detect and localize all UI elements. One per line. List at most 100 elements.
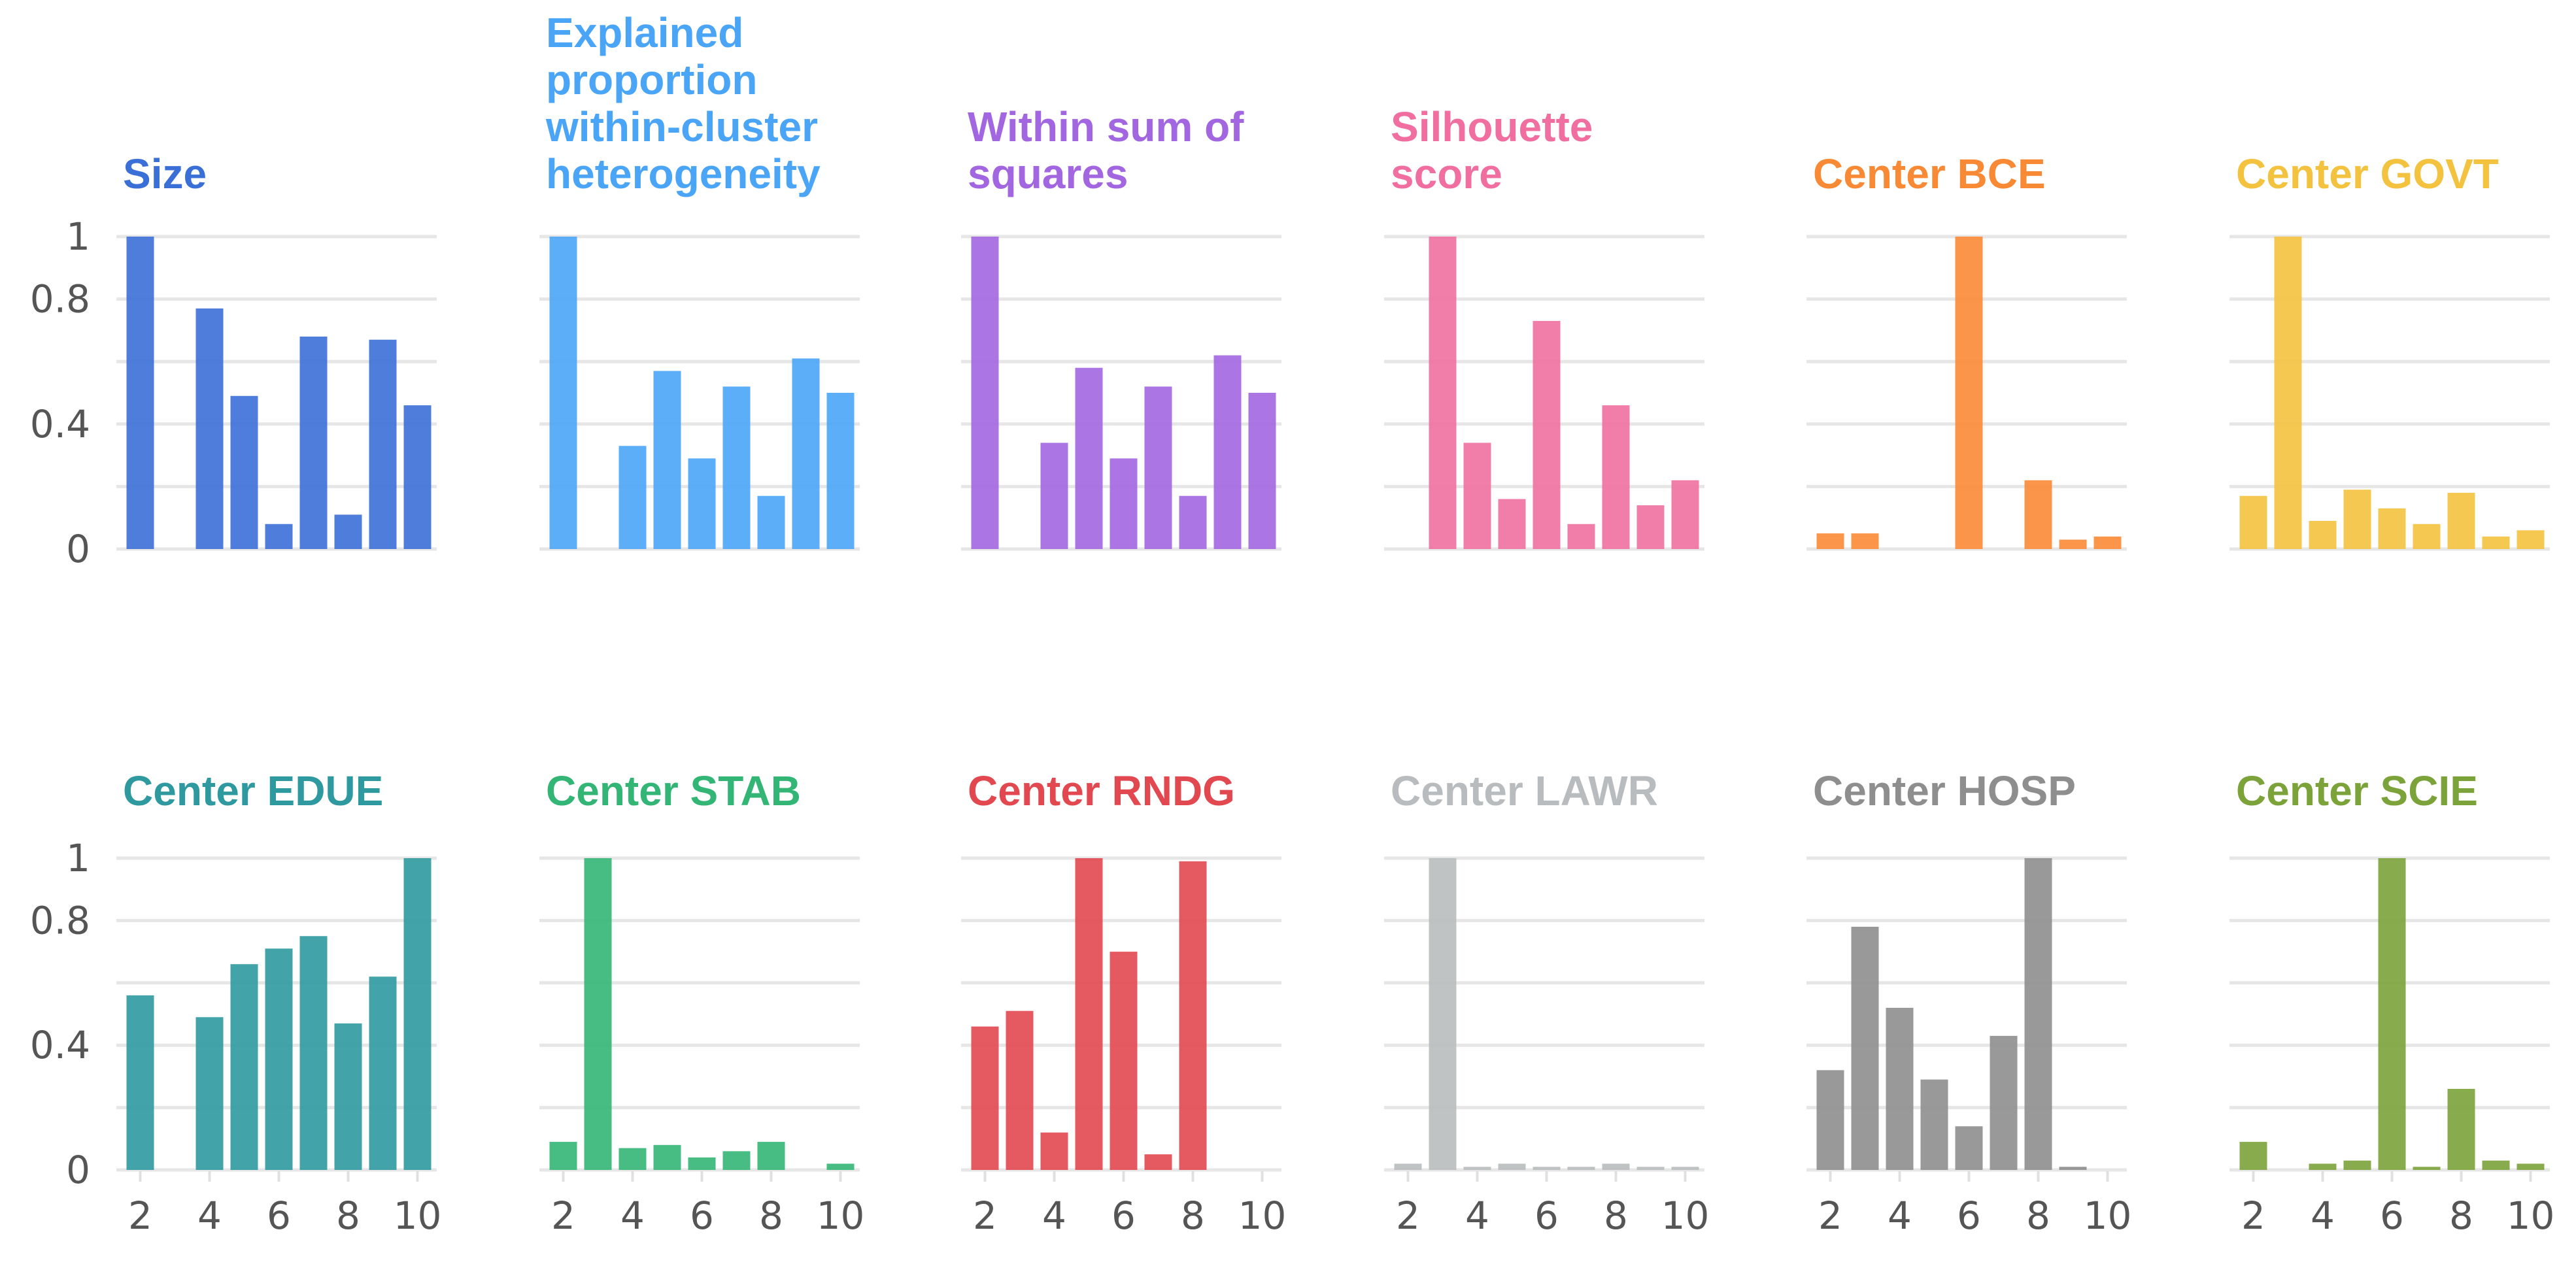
bar xyxy=(688,1157,716,1170)
chart-title: Size xyxy=(123,150,207,197)
bar xyxy=(1213,355,1242,549)
x-tick-label: 8 xyxy=(1604,1193,1628,1238)
y-tick-label: 0.4 xyxy=(30,1023,90,1067)
x-tick-label: 10 xyxy=(817,1193,865,1238)
bar xyxy=(1040,1132,1068,1170)
bar xyxy=(126,995,154,1170)
y-tick-label: 1 xyxy=(66,214,90,259)
x-tick-label: 2 xyxy=(128,1193,152,1238)
chart-title: Center SCIE xyxy=(2236,767,2478,814)
bar xyxy=(1636,505,1665,549)
bar xyxy=(2239,1142,2267,1170)
y-tick-label: 0.4 xyxy=(30,402,90,446)
bar xyxy=(971,1026,999,1170)
x-tick-label: 6 xyxy=(1111,1193,1136,1238)
bar xyxy=(549,1142,577,1170)
bar xyxy=(2482,536,2510,549)
chart-panel: Center GOVT xyxy=(2229,150,2550,551)
bar xyxy=(2378,508,2406,549)
chart-title: Center LAWR xyxy=(1391,767,1658,814)
bar xyxy=(653,371,681,549)
chart-title-line: Center STAB xyxy=(546,767,801,814)
x-tick-label: 8 xyxy=(759,1193,783,1238)
bar xyxy=(2024,480,2052,549)
bar xyxy=(1602,405,1630,549)
chart-panel: Within sum of squares xyxy=(961,103,1281,551)
chart-title-line: Center SCIE xyxy=(2236,767,2478,814)
bar xyxy=(1816,533,1844,549)
chart-panel: Center LAWR 2 4 6 8 10 xyxy=(1384,767,1709,1238)
bar xyxy=(1602,1163,1630,1170)
bar xyxy=(403,405,432,549)
bar xyxy=(1075,367,1103,549)
bar xyxy=(1110,458,1138,549)
bar xyxy=(2517,1163,2545,1170)
x-tick-label: 6 xyxy=(267,1193,291,1238)
chart-title-line: Center HOSP xyxy=(1813,767,2076,814)
x-tick-label: 10 xyxy=(2084,1193,2132,1238)
y-tick-label: 0 xyxy=(66,527,90,571)
x-tick-label: 2 xyxy=(1818,1193,1842,1238)
bar xyxy=(1671,1167,1699,1170)
bar xyxy=(1248,393,1276,549)
chart-title-line: Size xyxy=(123,150,207,197)
x-tick-label: 8 xyxy=(1181,1193,1205,1238)
x-tick-label: 8 xyxy=(2026,1193,2050,1238)
x-tick-label: 2 xyxy=(973,1193,997,1238)
chart-title-line: Silhouette xyxy=(1391,103,1593,150)
bar xyxy=(334,1023,362,1170)
x-tick-label: 10 xyxy=(394,1193,442,1238)
x-tick-label: 2 xyxy=(2241,1193,2265,1238)
bar xyxy=(1990,1035,2018,1170)
bar xyxy=(1498,1163,1526,1170)
bar xyxy=(1463,442,1491,549)
bar xyxy=(126,237,154,549)
bar xyxy=(1110,952,1138,1170)
bar xyxy=(688,458,716,549)
bar xyxy=(653,1144,681,1170)
x-tick-label: 4 xyxy=(197,1193,222,1238)
bar xyxy=(265,524,293,549)
x-tick-label: 2 xyxy=(1396,1193,1420,1238)
bar xyxy=(1955,1126,1983,1170)
bar xyxy=(584,858,612,1170)
bar xyxy=(299,936,328,1170)
chart-title-line: Center RNDG xyxy=(968,767,1235,814)
bar xyxy=(299,336,328,549)
chart-title-line: within-cluster xyxy=(545,103,818,150)
bar xyxy=(2059,539,2087,549)
bar xyxy=(2024,858,2052,1170)
bar xyxy=(619,1148,647,1170)
chart-panel: Center BCE xyxy=(1806,150,2127,551)
bar xyxy=(1955,237,1983,549)
chart-title-line: Center GOVT xyxy=(2236,150,2499,197)
x-tick-label: 10 xyxy=(1238,1193,1287,1238)
bar xyxy=(2413,1167,2441,1170)
bar xyxy=(1533,321,1561,549)
chart-title: Within sum of squares xyxy=(968,103,1244,197)
bar xyxy=(1144,1154,1172,1170)
y-tick-label: 0.8 xyxy=(30,898,90,942)
chart-title-line: Center EDUE xyxy=(123,767,383,814)
bar xyxy=(265,948,293,1170)
bar xyxy=(549,237,577,549)
bar xyxy=(2413,524,2441,549)
bar xyxy=(230,964,258,1170)
bar xyxy=(2447,1088,2475,1170)
x-tick-label: 4 xyxy=(1465,1193,1489,1238)
x-tick-label: 4 xyxy=(620,1193,645,1238)
bar xyxy=(2517,530,2545,549)
chart-panel: Center RNDG 2 4 6 8 10 xyxy=(961,767,1286,1238)
bar xyxy=(2059,1167,2087,1170)
bar xyxy=(757,495,785,549)
bar xyxy=(1816,1070,1844,1170)
bar xyxy=(369,339,397,549)
bar xyxy=(722,386,751,549)
bar xyxy=(195,1017,224,1170)
chart-panel: Center EDUE 0 0.4 0.8 1 2 4 6 8 10 xyxy=(30,767,442,1238)
y-tick-label: 0 xyxy=(66,1148,90,1192)
x-tick-label: 2 xyxy=(551,1193,575,1238)
bar xyxy=(826,1163,855,1170)
bar xyxy=(1144,386,1172,549)
